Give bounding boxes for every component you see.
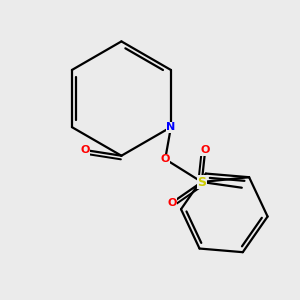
Text: O: O — [200, 145, 210, 155]
Text: S: S — [197, 176, 206, 188]
Text: O: O — [160, 154, 170, 164]
Text: O: O — [167, 198, 177, 208]
Text: N: N — [166, 122, 176, 132]
Text: O: O — [80, 145, 89, 155]
